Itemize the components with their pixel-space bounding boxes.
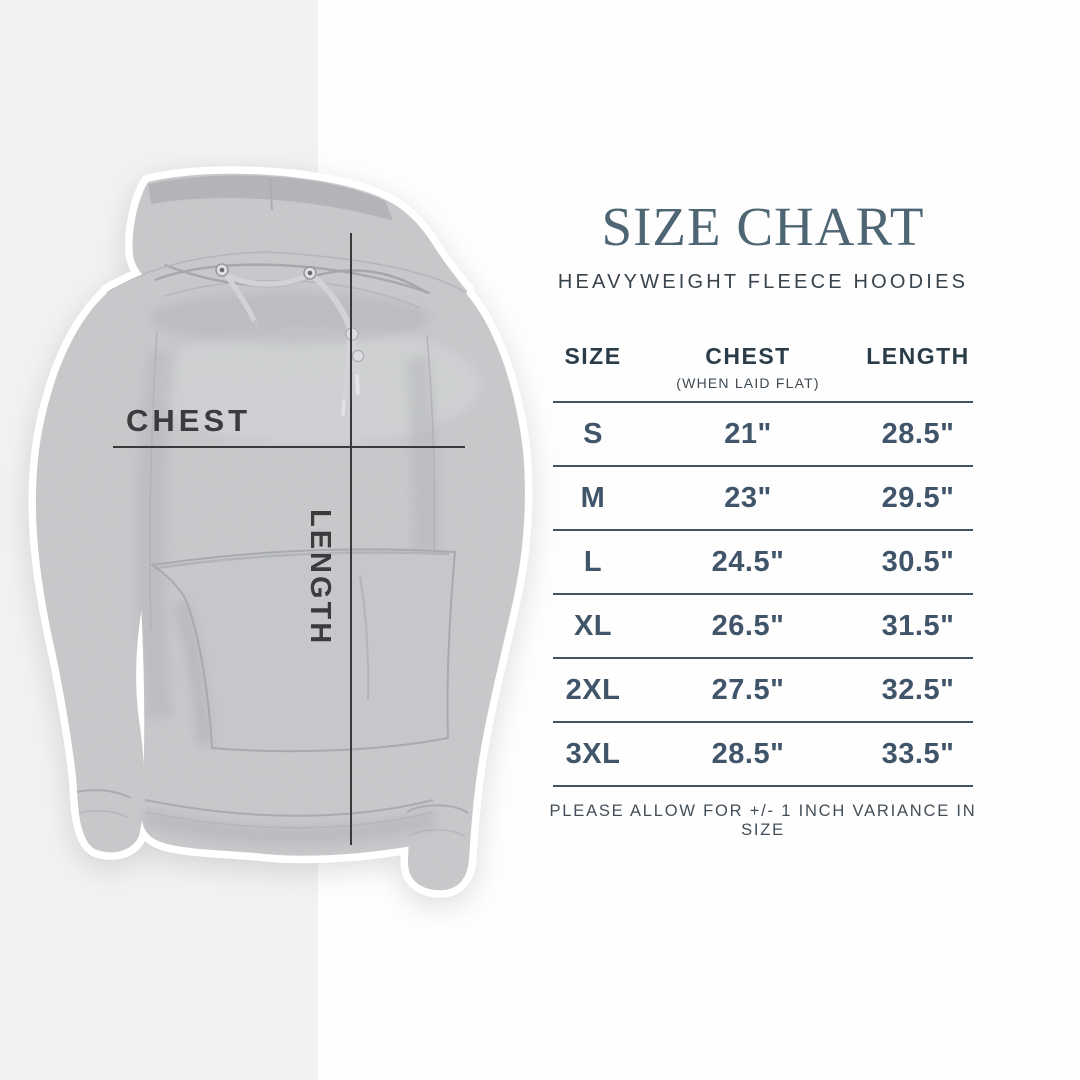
- size-chart-panel: SIZE CHART HEAVYWEIGHT FLEECE HOODIES SI…: [549, 0, 974, 1080]
- table-row: L 24.5" 30.5": [553, 531, 973, 595]
- cell-length: 32.5": [881, 673, 955, 706]
- subtitle: HEAVYWEIGHT FLEECE HOODIES: [557, 271, 969, 293]
- cell-length: 30.5": [881, 545, 955, 578]
- hoodie-photo: [15, 160, 545, 920]
- page-title: SIZE CHART: [601, 196, 925, 257]
- column-header-size: SIZE: [553, 340, 633, 401]
- size-table-rows: S 21" 28.5" M 23" 29.5" L 24.5" 30.5" XL 26.5" 31.5…: [553, 403, 973, 787]
- table-row: S 21" 28.5": [553, 403, 973, 467]
- footnote: PLEASE ALLOW FOR +/- 1 INCH VARIANCE IN …: [549, 802, 977, 839]
- column-label: LENGTH: [866, 343, 970, 369]
- column-label: CHEST: [705, 343, 791, 369]
- cell-size: 3XL: [565, 737, 621, 770]
- heather-texture: [35, 173, 525, 891]
- length-measure-label: LENGTH: [304, 509, 336, 647]
- cell-chest: 23": [724, 481, 772, 514]
- chest-measure-line: [113, 446, 465, 448]
- cell-length: 28.5": [881, 417, 955, 450]
- chest-measure-label: CHEST: [126, 403, 252, 438]
- cell-length: 33.5": [881, 737, 955, 770]
- cell-size: M: [580, 481, 606, 514]
- cell-chest: 27.5": [711, 673, 785, 706]
- cell-size: XL: [573, 609, 613, 642]
- cell-chest: 21": [724, 417, 772, 450]
- column-header-chest: CHEST (WHEN LAID FLAT): [633, 340, 863, 401]
- table-row: 2XL 27.5" 32.5": [553, 659, 973, 723]
- cell-size: 2XL: [565, 673, 621, 706]
- table-header: SIZE CHEST (WHEN LAID FLAT) LENGTH: [553, 340, 973, 403]
- length-measure-line: [350, 233, 352, 845]
- cell-length: 31.5": [881, 609, 955, 642]
- column-label: SIZE: [564, 343, 622, 369]
- cell-size: L: [583, 545, 603, 578]
- hoodie-illustration: [15, 160, 545, 920]
- table-row: XL 26.5" 31.5": [553, 595, 973, 659]
- table-row: 3XL 28.5" 33.5": [553, 723, 973, 787]
- cell-length: 29.5": [881, 481, 955, 514]
- table-row: M 23" 29.5": [553, 467, 973, 531]
- cell-chest: 28.5": [711, 737, 785, 770]
- column-sublabel: (WHEN LAID FLAT): [676, 375, 820, 391]
- cell-chest: 26.5": [711, 609, 785, 642]
- column-header-length: LENGTH: [863, 340, 973, 401]
- cell-size: S: [583, 417, 603, 450]
- cell-chest: 24.5": [711, 545, 785, 578]
